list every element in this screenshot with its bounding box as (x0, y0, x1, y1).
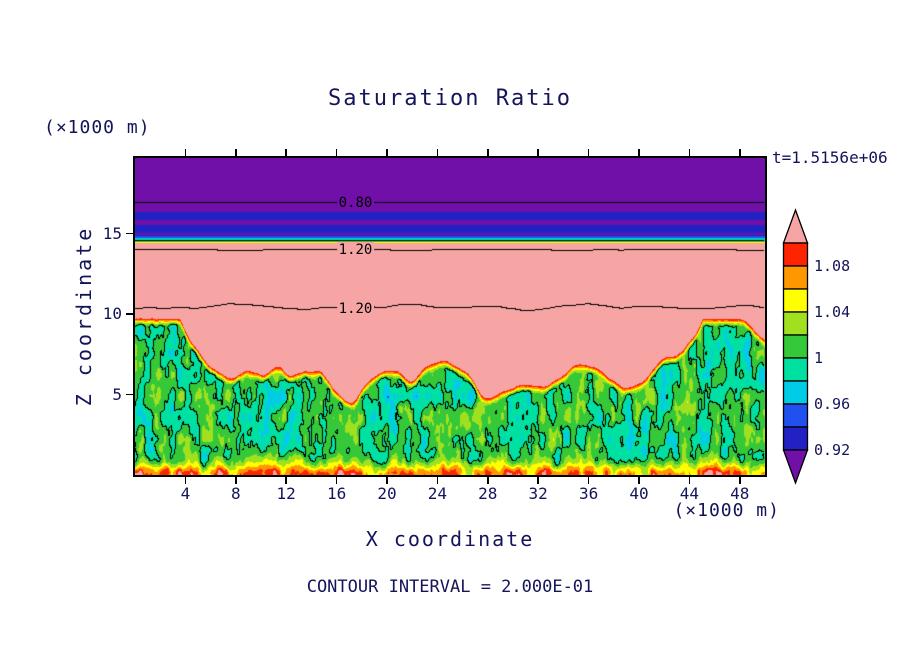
x-axis-title: X coordinate (365, 527, 535, 551)
x-tick-label: 28 (478, 484, 498, 503)
colorbar-segment (782, 426, 809, 451)
x-tick-label: 12 (276, 484, 296, 503)
x-axis-tick (537, 477, 539, 484)
colorbar-segment (782, 265, 809, 290)
colorbar-segment (782, 311, 809, 336)
x-axis-tick (386, 477, 388, 484)
colorbar-segment (782, 242, 809, 267)
colorbar-arrow-top (782, 208, 809, 244)
x-axis-tick (436, 477, 439, 484)
x-axis-tick (739, 477, 741, 484)
x-tick-label: 24 (427, 484, 448, 503)
x-axis-tick (537, 149, 539, 156)
x-axis-tick (587, 149, 590, 156)
colorbar (782, 208, 809, 485)
colorbar-tick-label: 0.92 (814, 441, 851, 459)
x-axis-tick (688, 477, 691, 484)
x-axis-tick (587, 477, 590, 484)
colorbar-segment (782, 334, 809, 359)
plot-frame: 0.80 1.20 1.20 (133, 156, 767, 477)
plot-title: Saturation Ratio (328, 86, 572, 111)
colorbar-segment (782, 357, 809, 382)
colorbar-tick-label: 1.04 (814, 303, 851, 321)
colorbar-segment (782, 380, 809, 405)
x-axis-tick (235, 149, 237, 156)
colorbar-segment (782, 403, 809, 428)
contour-line-label: 1.20 (336, 300, 375, 317)
y-axis-tick (126, 313, 133, 315)
x-tick-label: 44 (679, 484, 700, 503)
x-axis-tick (638, 149, 640, 156)
time-stamp-label: t=1.5156e+06 (772, 148, 888, 167)
y-tick-label: 10 (102, 304, 122, 324)
x-axis-tick (184, 149, 187, 156)
x-axis-tick (335, 149, 338, 156)
x-axis-units-label: (×1000 m) (673, 500, 780, 521)
colorbar-tick-label: 1 (814, 349, 824, 367)
x-tick-label: 16 (326, 484, 347, 503)
y-tick-label: 15 (102, 223, 122, 243)
colorbar-tick-label: 1.08 (814, 257, 851, 275)
y-axis-tick (126, 393, 133, 396)
y-axis-units-label: (×1000 m) (44, 117, 151, 138)
x-tick-label: 4 (180, 484, 191, 503)
x-tick-label: 32 (528, 484, 548, 503)
x-axis-tick (235, 477, 237, 484)
contour-interval-note: CONTOUR INTERVAL = 2.000E-01 (306, 577, 594, 597)
contour-line-label: 1.20 (336, 241, 375, 258)
contour-line-label: 0.80 (336, 195, 375, 211)
x-axis-tick (285, 149, 287, 156)
x-axis-tick (688, 149, 691, 156)
x-axis-tick (739, 149, 741, 156)
colorbar-segment (782, 288, 809, 313)
colorbar-arrow-bottom (782, 449, 809, 485)
x-axis-tick (184, 477, 187, 484)
x-axis-tick (487, 149, 489, 156)
y-axis-tick (126, 232, 133, 235)
x-axis-tick (335, 477, 338, 484)
x-tick-label: 48 (730, 484, 750, 503)
y-tick-label: 5 (112, 384, 122, 404)
x-tick-label: 40 (629, 484, 649, 503)
x-axis-tick (436, 149, 439, 156)
x-tick-label: 20 (377, 484, 397, 503)
x-axis-tick (386, 149, 388, 156)
x-axis-tick (487, 477, 489, 484)
colorbar-tick-label: 0.96 (814, 395, 851, 413)
x-tick-label: 36 (578, 484, 599, 503)
contour-field (135, 158, 765, 475)
x-axis-tick (638, 477, 640, 484)
x-tick-label: 8 (230, 484, 241, 503)
x-axis-tick (285, 477, 287, 484)
